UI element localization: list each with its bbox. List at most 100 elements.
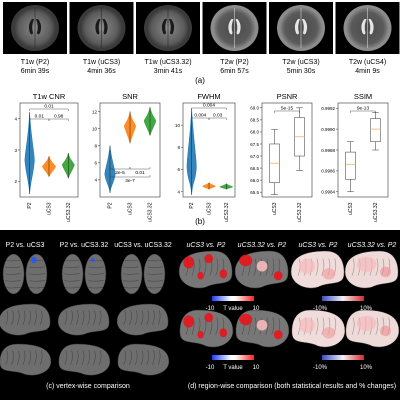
p-value-annotation: 3e-7: [125, 178, 135, 184]
highlight-region: [31, 256, 37, 264]
panel-a-caption: (a): [195, 76, 205, 85]
cortex-lateral-view: [116, 303, 169, 336]
p-value-annotation: 0.03: [213, 113, 223, 119]
y-tick-label: 69.0: [250, 106, 259, 111]
chart-frame: [337, 102, 389, 198]
pct-colorbar-right-label-top: 10%: [360, 306, 373, 312]
cortex-lateral-view: [0, 303, 51, 336]
x-tick-label: uCS3: [207, 202, 213, 215]
p-value-annotation: 2e-5: [115, 170, 125, 176]
box-uCS3: [345, 151, 356, 180]
x-tick-label: uCS3: [47, 202, 53, 215]
significance-bracket: [129, 167, 151, 170]
significance-bracket: [208, 117, 227, 120]
y-tick-label: 0.9990: [321, 127, 335, 132]
cortex-lateral-view: [58, 343, 111, 376]
chart-frame: [99, 102, 161, 198]
ventricle-right: [102, 19, 108, 35]
ventricle-right: [368, 19, 374, 35]
y-tick-label: 3: [14, 148, 17, 153]
panel-d: uCS3 vs. P2 uCS3.32 vs. P2 uCS3 vs. P2 u…: [178, 242, 400, 390]
mri-tile-scan-time: 6min 57s: [220, 68, 249, 75]
mri-tile: T2w (P2) 6min 57s: [202, 2, 267, 75]
significance-bracket: [191, 107, 227, 110]
significance-bracket: [29, 108, 69, 111]
panel-b-caption: (b): [195, 217, 205, 226]
cortex-lateral-view: [57, 303, 110, 336]
panel-c-header-3: uCS3 vs. uCS3.32: [114, 242, 172, 249]
significance-bracket: [350, 110, 376, 113]
x-tick-label: P2: [108, 202, 114, 208]
panel-c: P2 vs. uCS3 P2 vs. uCS3.32 uCS3 vs. uCS3…: [0, 242, 172, 390]
panel-d-header-4: uCS3.32 vs. P2: [348, 242, 397, 249]
mri-tile: T2w (uCS3) 5min 30s: [269, 2, 333, 75]
ventricle-left: [294, 19, 300, 35]
chart-ssim: SSIM 0.9984 0.9986 0.9988 0.9990 0.9992 uCS3 uC…: [321, 92, 389, 222]
mri-tile: T2w (uCS4) 4min 9s: [335, 2, 400, 75]
x-tick-label: uCS3: [272, 202, 278, 215]
y-tick-label: 67.0: [250, 154, 259, 159]
mri-tile: T1w (P2) 6min 39s: [3, 2, 67, 75]
significance-bracket: [274, 110, 300, 113]
highlight-region: [273, 271, 283, 281]
y-tick-label: 8: [94, 144, 97, 149]
highlight-region: [197, 330, 204, 339]
p-value-annotation: 0.01: [135, 170, 145, 176]
highlight-region: [204, 254, 214, 264]
y-tick-label: 67.5: [250, 142, 259, 147]
ventricle-left: [28, 19, 34, 35]
t-colorbar-title-bottom: T value: [223, 365, 243, 371]
mri-tile-label: T2w (P2): [220, 59, 248, 66]
chart-psnr: PSNR 65.5 66.0 66.5 67.0 67.5 68.0 68.5 69.0 uCS3…: [250, 92, 313, 222]
x-tick-label: uCS3.32: [297, 202, 303, 222]
y-tick-label: 68.5: [250, 118, 259, 123]
mri-tile-label: T2w (uCS3): [282, 59, 319, 66]
pct-colorbar-top: [322, 296, 364, 301]
p-value-annotation: 0.01: [35, 114, 45, 120]
chart-title: SNR: [122, 92, 138, 101]
y-tick-label: 0.9992: [321, 106, 335, 111]
cortex-dorsal-view: [120, 253, 166, 295]
p-value-annotation: 0.004: [194, 113, 206, 119]
highlight-region: [322, 268, 336, 280]
ventricle-right: [302, 19, 308, 35]
pct-colorbar-right-label-bottom: 10%: [360, 365, 373, 371]
x-tick-label: uCS3.32: [66, 202, 72, 222]
p-value-annotation: 0.98: [54, 114, 64, 120]
highlight-region: [183, 315, 195, 328]
cortex-lateral-view: [344, 250, 399, 289]
x-tick-label: uCS3.32: [148, 202, 154, 222]
mri-tile-scan-time: 4min 36s: [87, 68, 116, 75]
y-tick-label: 12: [92, 109, 98, 114]
highlight-region: [219, 328, 228, 338]
panel-d-header-3: uCS3 vs. P2: [299, 242, 338, 249]
ventricle-right: [169, 19, 175, 35]
panel-d-cortex-surfaces: [178, 250, 400, 348]
y-tick-label: 4: [94, 178, 97, 183]
highlight-region: [183, 256, 195, 269]
y-tick-label: 66.5: [250, 166, 259, 171]
chart-title: PSNR: [277, 92, 298, 101]
highlight-region: [197, 271, 204, 280]
cortex-lateral-view: [291, 309, 346, 348]
panel-c-header-1: P2 vs. uCS3: [6, 242, 45, 249]
x-tick-label: uCS3: [348, 202, 354, 215]
p-value-annotation: 9e-13: [357, 106, 370, 112]
highlight-region: [356, 315, 377, 331]
panel-c-cortex-surfaces: [0, 253, 170, 376]
mri-tile: T1w (uCS3) 4min 36s: [69, 2, 134, 75]
highlight-region: [380, 325, 391, 337]
mri-tile-scan-time: 6min 39s: [21, 68, 50, 75]
ventricle-left: [95, 19, 101, 35]
highlight-region: [256, 319, 268, 331]
mri-tile-label: T1w (uCS3.32): [144, 59, 191, 66]
panel-d-header-2: uCS3.32 vs. P2: [238, 242, 287, 249]
panel-c-header-2: P2 vs. uCS3.32: [60, 242, 109, 249]
pct-colorbar-bottom: [322, 355, 364, 360]
cortex-lateral-view: [235, 309, 290, 348]
highlight-region: [299, 258, 316, 274]
y-tick-label: 66.0: [250, 178, 259, 183]
y-tick-label: 68.0: [250, 130, 259, 135]
